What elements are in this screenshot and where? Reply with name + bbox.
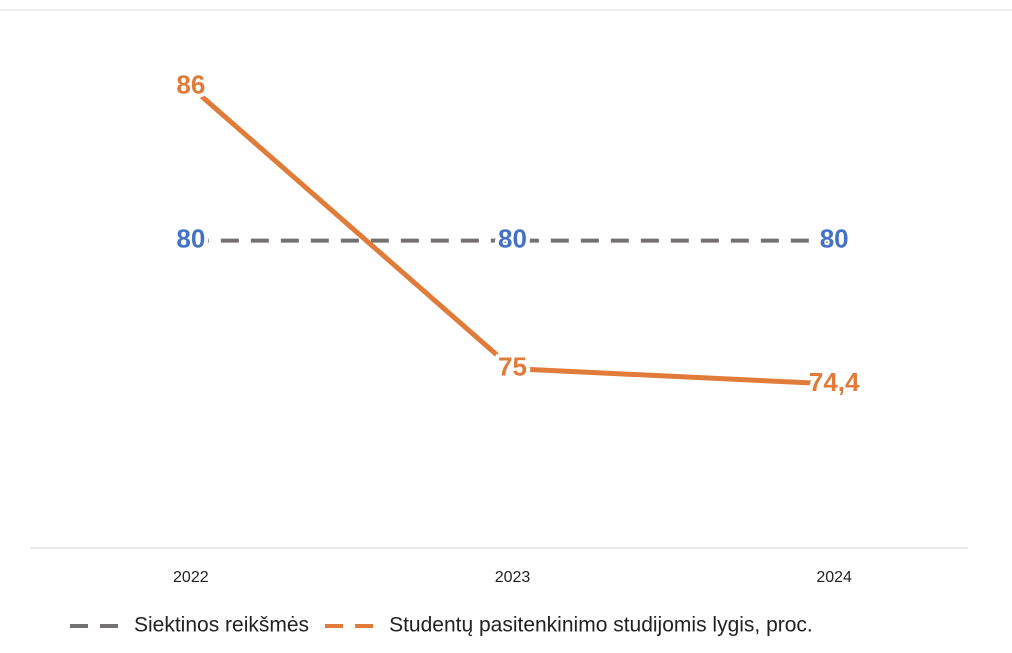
- legend-label: Studentų pasitenkinimo studijomis lygis,…: [389, 614, 813, 637]
- data-label: 74,4: [809, 367, 860, 397]
- x-tick-label: 2022: [173, 569, 209, 586]
- data-label: 80: [176, 223, 205, 253]
- data-label: 80: [498, 223, 527, 253]
- series-line: [189, 84, 835, 387]
- data-label: 80: [820, 223, 849, 253]
- data-label: 86: [176, 70, 205, 100]
- legend-label: Siektinos reikšmės: [134, 614, 309, 637]
- x-tick-label: 2023: [495, 569, 531, 586]
- x-tick-label: 2024: [816, 569, 852, 586]
- data-label: 75: [498, 352, 527, 382]
